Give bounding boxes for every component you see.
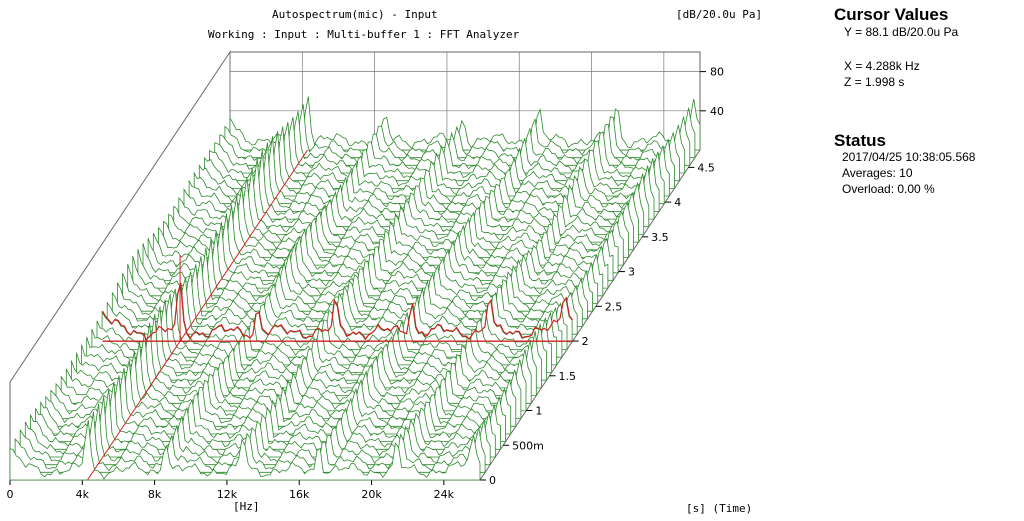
spectrum-trace xyxy=(30,389,501,450)
z-axis-label: [s] (Time) xyxy=(686,502,753,515)
z-tick-label: 500m xyxy=(512,439,544,452)
y-tick-label: 80 xyxy=(710,66,724,79)
status-heading: Status xyxy=(834,131,886,150)
z-tick-label: 2.5 xyxy=(605,300,623,313)
cursor-x-value: X = 4.288k Hz xyxy=(844,59,920,73)
spectrum-trace xyxy=(106,277,578,335)
chart-title: Autospectrum(mic) - Input xyxy=(272,8,438,21)
z-tick-label: 4.5 xyxy=(697,161,715,174)
z-tick-label: 1.5 xyxy=(558,370,576,383)
spectrum-trace xyxy=(111,271,583,327)
spectrum-trace xyxy=(158,196,629,258)
x-tick-label: 24k xyxy=(434,488,455,501)
spectrum-trace xyxy=(117,264,588,320)
spectrum-trace xyxy=(127,247,599,304)
spectrum-trace xyxy=(76,314,547,381)
cursor-z-value: Z = 1.998 s xyxy=(844,75,905,89)
units-label: [dB/20.0u Pa] xyxy=(676,8,763,21)
z-tick-label: 0 xyxy=(489,474,496,487)
status-averages: Averages: 10 xyxy=(842,166,913,180)
x-tick-label: 20k xyxy=(361,488,382,501)
z-tick-label: 3 xyxy=(628,266,635,279)
spectrum-trace xyxy=(147,213,619,274)
cursor-frequency-line xyxy=(87,149,308,481)
spectrum-trace xyxy=(122,256,593,312)
x-tick-label: 8k xyxy=(148,488,162,501)
status-datetime: 2017/04/25 10:38:05.568 xyxy=(842,150,976,164)
x-tick-label: 4k xyxy=(76,488,90,501)
x-axis-label: [Hz] xyxy=(233,500,260,513)
chart-subtitle: Working : Input : Multi-buffer 1 : FFT A… xyxy=(208,28,520,41)
cursor-spectrum xyxy=(101,282,573,341)
z-tick-label: 1 xyxy=(535,405,542,418)
spectrum-trace xyxy=(9,419,481,481)
status-overload: Overload: 0.00 % xyxy=(842,182,935,196)
spectrum-trace xyxy=(132,239,604,297)
spectrum-trace xyxy=(19,403,491,466)
spectrum-trace xyxy=(14,411,486,473)
spectrum-trace xyxy=(91,293,563,358)
z-tick-label: 4 xyxy=(674,196,681,209)
floor-right-edge xyxy=(479,149,701,481)
x-tick-label: 0 xyxy=(7,488,14,501)
cursor-y-value: Y = 88.1 dB/20.0u Pa xyxy=(844,25,959,39)
z-tick-label: 2 xyxy=(582,335,589,348)
spectrum-trace xyxy=(142,222,614,281)
z-tick-label: 3.5 xyxy=(651,231,669,244)
spectrum-trace xyxy=(152,205,624,266)
x-tick-label: 16k xyxy=(289,488,310,501)
y-tick-label: 40 xyxy=(710,105,724,118)
spectrum-trace xyxy=(137,230,609,289)
cursor-values-heading: Cursor Values xyxy=(834,5,949,24)
spectrum-trace xyxy=(24,396,496,458)
x-tick-label: 12k xyxy=(217,488,238,501)
